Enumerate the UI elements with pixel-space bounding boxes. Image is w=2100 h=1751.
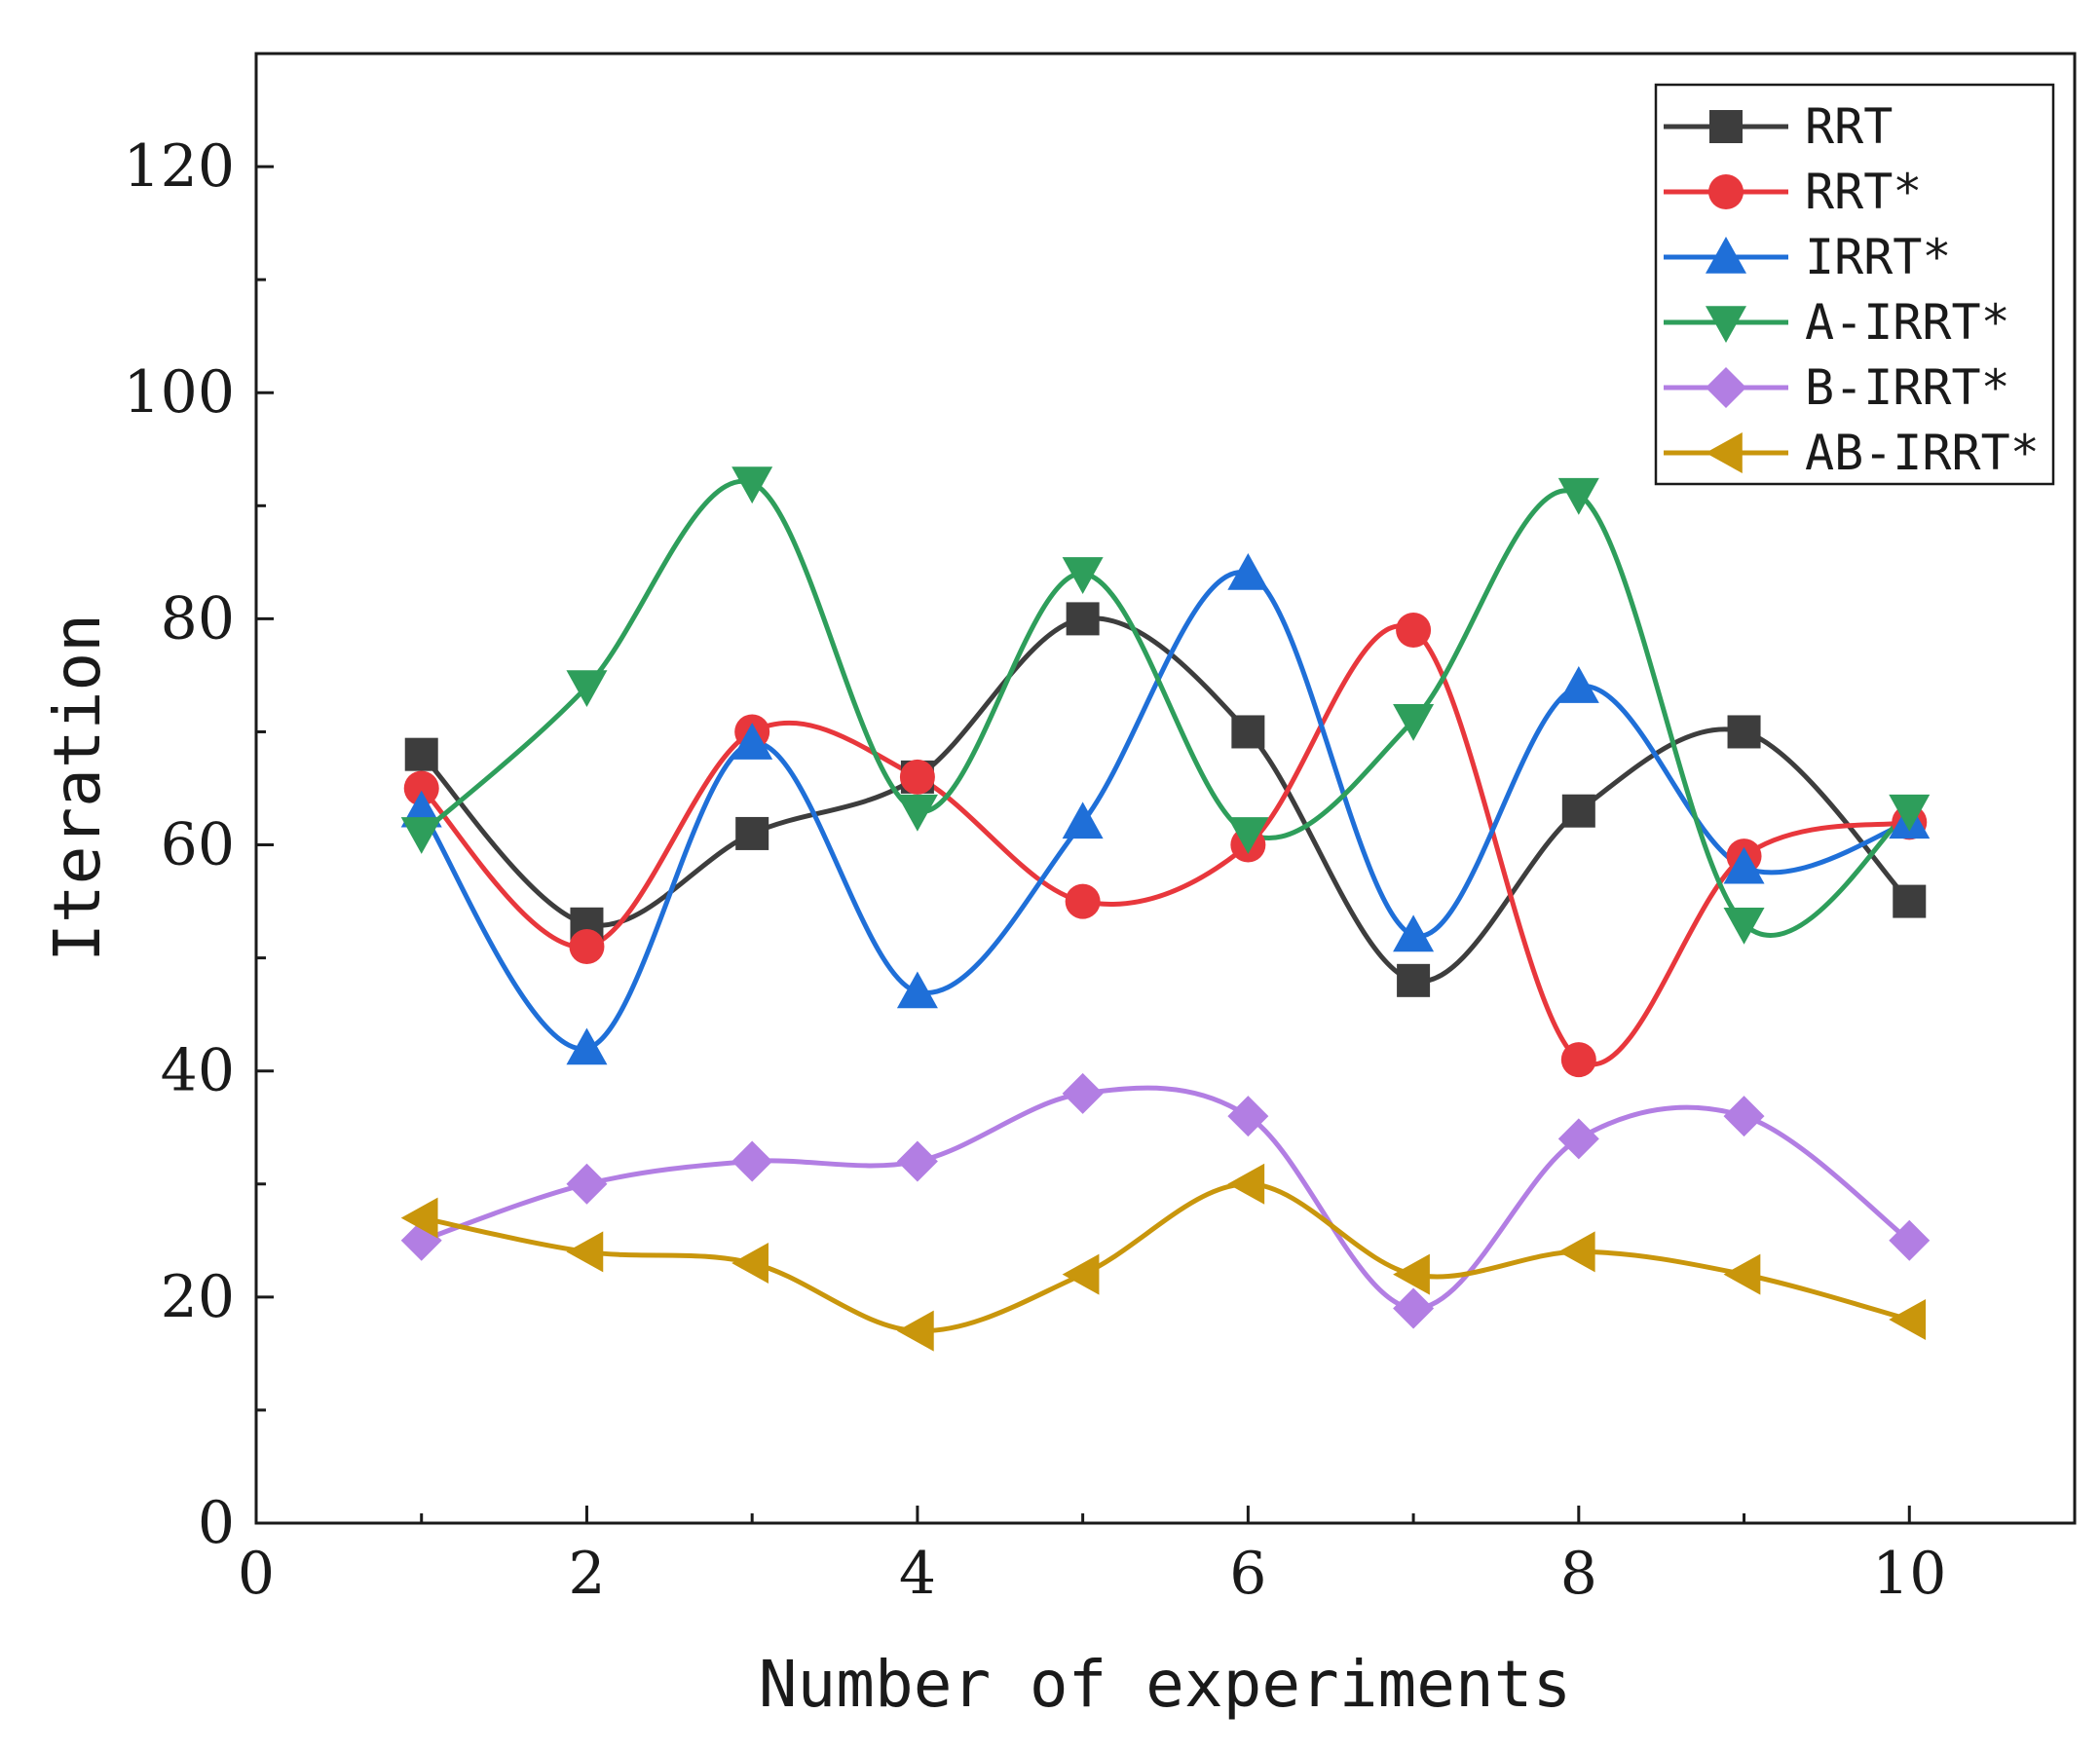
data-point-IRRT* [1062,801,1104,839]
data-point-AB-IRRT* [731,1243,769,1285]
data-point-A-IRRT* [1227,817,1269,854]
data-point-IRRT* [896,971,938,1009]
data-point-B-IRRT* [1393,1287,1435,1329]
data-point-B-IRRT* [731,1140,773,1182]
x-tick-label: 0 [238,1540,275,1608]
data-point-RRT [735,816,769,850]
data-point-AB-IRRT* [896,1310,934,1352]
x-tick-label: 10 [1872,1540,1946,1608]
data-point-RRT* [899,759,935,795]
y-axis-title: Iteration [40,614,115,962]
data-point-AB-IRRT* [566,1231,604,1273]
data-point-AB-IRRT* [1227,1163,1265,1205]
data-point-A-IRRT* [731,466,773,504]
series-line-B-IRRT* [419,1085,1912,1311]
series-line-AB-IRRT* [419,1181,1912,1334]
legend-label: A-IRRT* [1805,294,2010,351]
data-point-IRRT* [566,1027,608,1065]
data-point-RRT [1893,884,1927,918]
series-markers [400,466,1931,1352]
legend-label: B-IRRT* [1805,359,2010,416]
series-lines [419,478,1912,1334]
data-point-B-IRRT* [896,1140,938,1182]
data-point-A-IRRT* [400,817,442,854]
data-point-A-IRRT* [1557,477,1599,515]
y-tick-label: 60 [161,811,235,879]
x-tick-label: 8 [1560,1540,1597,1608]
tick-labels: 0 20 40 60 80 100 120 0 2 4 6 8 10 [123,132,1946,1608]
data-point-RRT [404,737,438,771]
legend-marker [1706,367,1746,408]
legend-marker [1706,432,1743,473]
legend-marker [1706,237,1746,274]
y-tick-label: 0 [198,1489,235,1557]
legend-box [1654,83,2055,486]
data-point-RRT* [1396,612,1432,648]
data-point-IRRT* [731,723,773,760]
data-point-AB-IRRT* [1889,1299,1927,1341]
series-line-RRT* [419,623,1912,1067]
data-point-B-IRRT* [566,1163,608,1205]
data-point-AB-IRRT* [400,1197,438,1239]
x-tick-label: 4 [899,1540,936,1608]
data-point-A-IRRT* [1723,907,1765,945]
data-point-AB-IRRT* [1393,1253,1430,1295]
data-point-A-IRRT* [566,670,608,708]
y-tick-label: 20 [161,1263,235,1331]
x-tick-label: 6 [1229,1540,1266,1608]
legend-marker [1708,174,1744,209]
data-point-A-IRRT* [1393,704,1435,741]
data-point-RRT [1727,715,1761,749]
data-point-B-IRRT* [1889,1219,1931,1261]
data-point-IRRT* [1557,666,1599,703]
legend-label: AB-IRRT* [1805,425,2040,481]
y-tick-label: 120 [123,132,235,201]
data-point-RRT [1397,963,1431,997]
data-point-A-IRRT* [1062,557,1104,594]
data-point-A-IRRT* [896,794,938,832]
data-point-RRT [1066,602,1100,636]
legend-marker [1706,306,1746,343]
data-point-B-IRRT* [1723,1096,1765,1137]
data-point-B-IRRT* [1062,1072,1104,1114]
legend: RRT RRT* IRRT* A-IRRT* B-IRRT* AB-IRRT* [1654,83,2055,486]
data-point-B-IRRT* [1227,1096,1269,1137]
data-point-RRT* [569,929,605,965]
data-point-AB-IRRT* [1062,1253,1100,1295]
legend-marker [1709,110,1743,143]
data-point-IRRT* [1723,846,1765,884]
y-tick-label: 100 [123,358,235,427]
legend-label: RRT [1805,98,1893,155]
y-tick-label: 80 [161,584,235,652]
data-point-RRT* [403,770,439,806]
series-line-A-IRRT* [419,478,1912,938]
axis-ticks [254,165,1911,1525]
y-tick-label: 40 [161,1037,235,1105]
legend-label: IRRT* [1805,229,1952,285]
x-axis-title: Number of experiments [759,1647,1571,1722]
data-point-RRT [1231,715,1265,749]
data-point-RRT* [1065,883,1101,919]
data-point-IRRT* [1227,552,1269,590]
data-point-AB-IRRT* [1723,1253,1761,1295]
data-point-AB-IRRT* [1557,1231,1595,1273]
x-tick-label: 2 [568,1540,605,1608]
data-point-B-IRRT* [1557,1118,1599,1160]
series-line-IRRT* [419,570,1912,1052]
data-point-IRRT* [1393,914,1435,952]
data-point-A-IRRT* [1889,794,1931,832]
data-point-RRT [1561,794,1595,828]
data-point-RRT* [1560,1042,1596,1078]
legend-label: RRT* [1805,164,1922,220]
